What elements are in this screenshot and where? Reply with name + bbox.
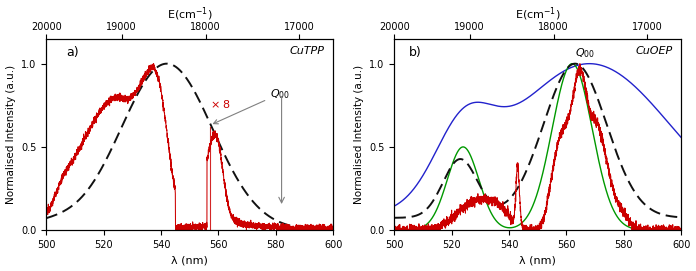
Text: $Q_{00}$: $Q_{00}$ [575, 46, 595, 60]
Text: a): a) [66, 46, 79, 59]
Text: $\times$ 8: $\times$ 8 [209, 98, 231, 110]
Y-axis label: Normalised Intensity (a.u.): Normalised Intensity (a.u.) [354, 65, 363, 204]
Text: b): b) [409, 46, 421, 59]
X-axis label: λ (nm): λ (nm) [519, 256, 556, 265]
X-axis label: λ (nm): λ (nm) [171, 256, 208, 265]
X-axis label: E(cm$^{-1}$): E(cm$^{-1}$) [515, 6, 560, 23]
X-axis label: E(cm$^{-1}$): E(cm$^{-1}$) [167, 6, 212, 23]
Text: CuOEP: CuOEP [635, 46, 672, 56]
Text: $Q_{00}$: $Q_{00}$ [214, 87, 290, 124]
Text: CuTPP: CuTPP [290, 46, 324, 56]
Y-axis label: Normalised Intensity (a.u.): Normalised Intensity (a.u.) [6, 65, 15, 204]
